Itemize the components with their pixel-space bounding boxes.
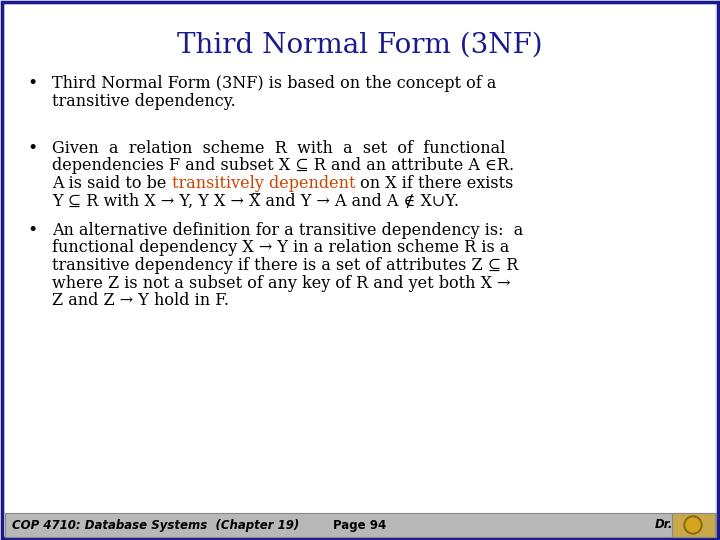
Text: on X if there exists: on X if there exists — [355, 175, 513, 192]
Text: transitive dependency.: transitive dependency. — [52, 92, 235, 110]
FancyBboxPatch shape — [5, 513, 716, 537]
Text: Given  a  relation  scheme  R  with  a  set  of  functional: Given a relation scheme R with a set of … — [52, 140, 505, 157]
Text: Y ⊆ R with X → Y, Y X → X̅ and Y → A and A ∉ X∪Y.: Y ⊆ R with X → Y, Y X → X̅ and Y → A and… — [52, 192, 459, 210]
Text: •: • — [27, 140, 37, 157]
Text: A is said to be: A is said to be — [52, 175, 171, 192]
Text: •: • — [27, 75, 37, 92]
Circle shape — [684, 516, 702, 534]
Circle shape — [686, 518, 700, 532]
Text: An alternative definition for a transitive dependency is:  a: An alternative definition for a transiti… — [52, 222, 523, 239]
Text: COP 4710: Database Systems  (Chapter 19): COP 4710: Database Systems (Chapter 19) — [12, 518, 300, 531]
Text: Page 94: Page 94 — [333, 518, 387, 531]
Text: functional dependency X → Y in a relation scheme R is a: functional dependency X → Y in a relatio… — [52, 240, 509, 256]
Text: •: • — [27, 222, 37, 239]
Text: dependencies F and subset X ⊆ R and an attribute A ∈R.: dependencies F and subset X ⊆ R and an a… — [52, 158, 514, 174]
FancyBboxPatch shape — [5, 5, 715, 535]
Text: Third Normal Form (3NF) is based on the concept of a: Third Normal Form (3NF) is based on the … — [52, 75, 496, 92]
Text: where Z is not a subset of any key of R and yet both X →: where Z is not a subset of any key of R … — [52, 274, 510, 292]
Text: transitive dependency if there is a set of attributes Z ⊆ R: transitive dependency if there is a set … — [52, 257, 518, 274]
Text: Third Normal Form (3NF): Third Normal Form (3NF) — [177, 32, 543, 59]
FancyBboxPatch shape — [672, 513, 715, 537]
Text: transitively dependent: transitively dependent — [171, 175, 355, 192]
Text: Z and Z → Y hold in F.: Z and Z → Y hold in F. — [52, 292, 229, 309]
Text: Dr.: Dr. — [655, 518, 673, 531]
